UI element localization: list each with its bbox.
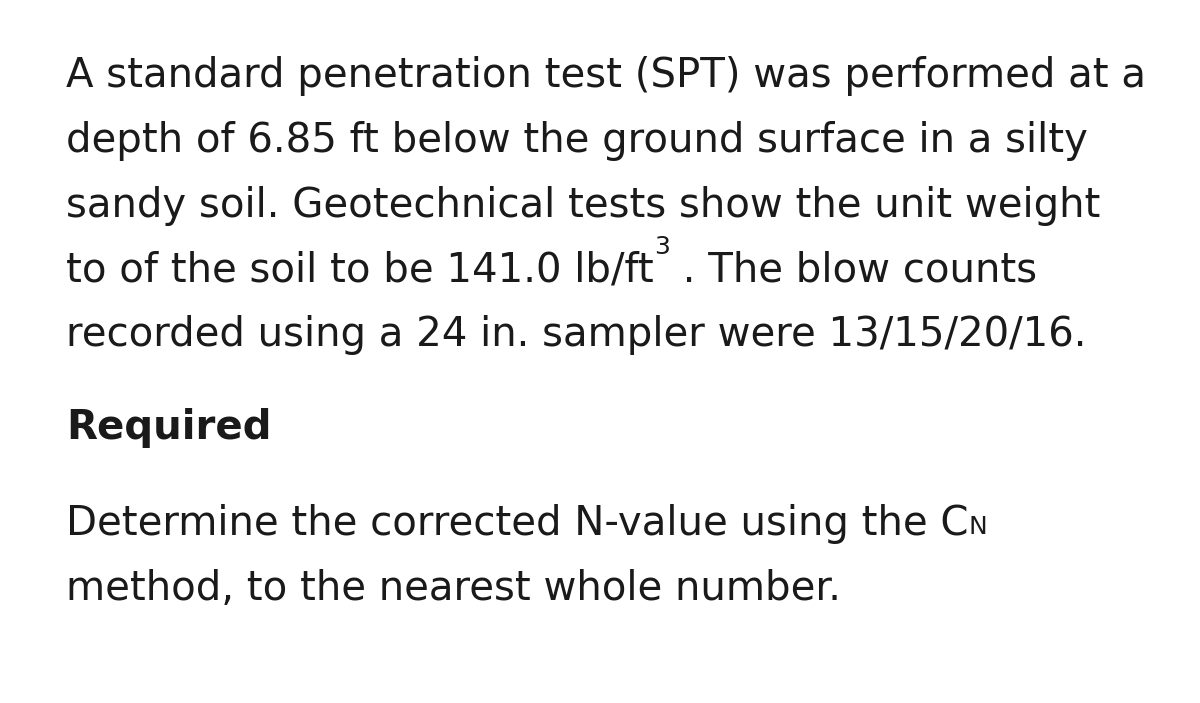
Text: N: N xyxy=(968,515,988,539)
Text: Required: Required xyxy=(66,408,271,448)
Text: method, to the nearest whole number.: method, to the nearest whole number. xyxy=(66,569,841,609)
Text: depth of 6.85 ft below the ground surface in a silty: depth of 6.85 ft below the ground surfac… xyxy=(66,121,1088,161)
Text: A standard penetration test (SPT) was performed at a: A standard penetration test (SPT) was pe… xyxy=(66,56,1146,96)
Text: 3: 3 xyxy=(654,235,670,259)
Text: Determine the corrected N-value using the C: Determine the corrected N-value using th… xyxy=(66,504,968,544)
Text: recorded using a 24 in. sampler were 13/15/20/16.: recorded using a 24 in. sampler were 13/… xyxy=(66,315,1086,355)
Text: to of the soil to be 141.0 lb/ft: to of the soil to be 141.0 lb/ft xyxy=(66,250,654,290)
Text: sandy soil. Geotechnical tests show the unit weight: sandy soil. Geotechnical tests show the … xyxy=(66,186,1100,226)
Text: . The blow counts: . The blow counts xyxy=(670,250,1037,290)
